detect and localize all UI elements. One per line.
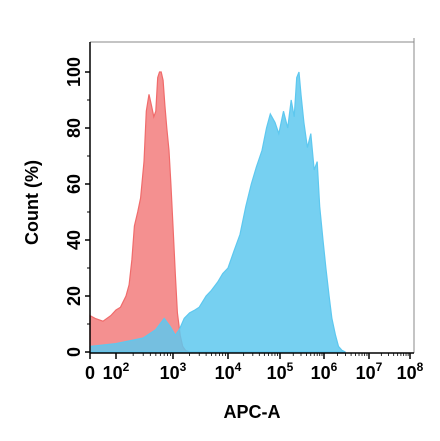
- series-1-area: [89, 71, 190, 353]
- y-tick-label-20: 20: [64, 286, 84, 306]
- x-tick-label-2: 103: [160, 360, 187, 383]
- x-tick-label-0: 0: [85, 363, 95, 383]
- y-tick-label-100: 100: [64, 57, 84, 87]
- x-tick-label-1: 102: [103, 360, 130, 383]
- x-tick-label-7: 108: [397, 360, 424, 383]
- y-tick-label-40: 40: [64, 230, 84, 250]
- x-tick-label-5: 106: [311, 360, 338, 383]
- y-axis-label: Count (%): [22, 160, 42, 245]
- axes: 0 20 40 60 80 100 0 102 103 104 105 106 107 108: [64, 38, 424, 383]
- y-tick-label-80: 80: [64, 118, 84, 138]
- x-tick-label-3: 104: [215, 360, 242, 383]
- plot-area: [89, 71, 346, 353]
- y-tick-label-0: 0: [64, 347, 84, 357]
- x-axis-label: APC-A: [224, 402, 281, 422]
- series-2-area: [89, 71, 346, 353]
- x-tick-label-4: 105: [267, 360, 294, 383]
- x-tick-label-6: 107: [356, 360, 383, 383]
- y-tick-label-60: 60: [64, 174, 84, 194]
